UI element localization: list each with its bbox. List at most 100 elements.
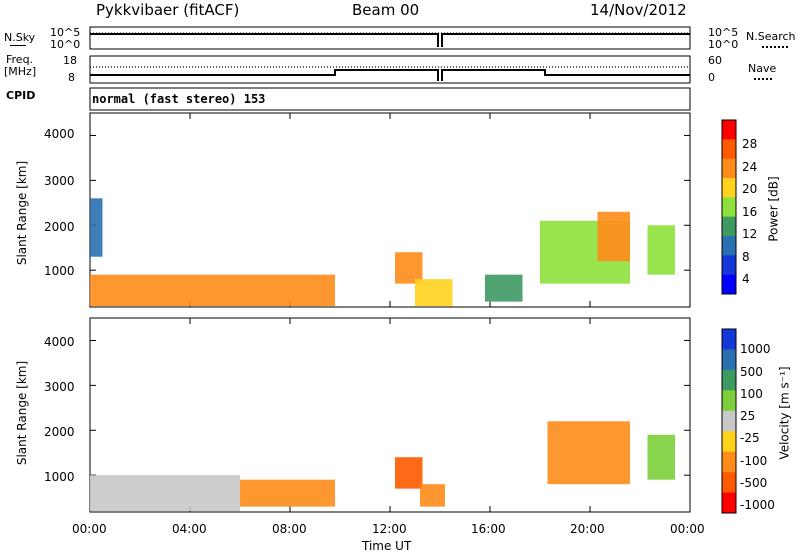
vel-cb-band-1 bbox=[722, 349, 736, 371]
power-cb-tick-4: 4 bbox=[742, 272, 750, 286]
power-cb-tick-24: 24 bbox=[742, 160, 758, 174]
power-cb-band-0 bbox=[722, 120, 736, 140]
nsky-series-line bbox=[90, 33, 690, 47]
power-cb-tick-12: 12 bbox=[742, 227, 758, 241]
nsky-strip bbox=[89, 26, 691, 50]
power-region-3 bbox=[415, 279, 453, 307]
power-ytick-2000: 2000 bbox=[44, 220, 75, 234]
nsearch-legend-line bbox=[762, 46, 788, 48]
power-cb-band-5 bbox=[722, 216, 736, 237]
velocity-colorbar bbox=[721, 328, 737, 514]
power-cb-tick-28: 28 bbox=[742, 137, 758, 151]
nsky-label: N.Sky bbox=[4, 31, 36, 44]
vel-ytick-1000: 1000 bbox=[44, 470, 75, 484]
nsearch-label: N.Search bbox=[746, 30, 796, 43]
vel-ytick-3000: 3000 bbox=[44, 380, 75, 394]
power-cb-band-8 bbox=[722, 274, 736, 295]
xtick-0000: 00:00 bbox=[72, 522, 107, 536]
vel-cb-band-6 bbox=[722, 451, 736, 473]
nsky-strip-frame bbox=[89, 26, 691, 50]
freq-tick-bottom: 8 bbox=[68, 71, 75, 84]
nsearch-tick-top: 10^5 bbox=[708, 26, 739, 39]
nave-tick-bottom: 0 bbox=[708, 71, 715, 84]
xtick-1600: 16:00 bbox=[471, 522, 506, 536]
vel-ylabel: Slant Range [km] bbox=[15, 360, 30, 466]
power-cb-label: Power [dB] bbox=[766, 176, 781, 242]
vel-cb-band-0 bbox=[722, 329, 736, 350]
power-cb-tick-20: 20 bbox=[742, 182, 758, 196]
nsky-tick-bottom: 10^0 bbox=[50, 38, 81, 51]
power-cb-tick-16: 16 bbox=[742, 205, 758, 219]
power-cb-band-2 bbox=[722, 158, 736, 179]
vel-region-5 bbox=[647, 434, 675, 480]
vel-region-2 bbox=[395, 457, 423, 489]
cpid-text: normal (fast stereo) 153 bbox=[92, 92, 266, 106]
freq-tick-top: 18 bbox=[63, 54, 77, 67]
power-region-6 bbox=[597, 211, 630, 262]
station-title: Pykkvibaer (fitACF) bbox=[96, 1, 240, 19]
power-ytick-4000: 4000 bbox=[44, 127, 75, 141]
freq-strip bbox=[89, 55, 691, 84]
power-cb-band-4 bbox=[722, 197, 736, 218]
power-panel bbox=[89, 112, 691, 308]
power-region-1 bbox=[90, 198, 103, 257]
vel-cb-tick-25: 25 bbox=[740, 409, 756, 423]
xlabel: Time UT bbox=[362, 539, 412, 553]
power-colorbar bbox=[721, 119, 737, 295]
power-region-7 bbox=[647, 225, 675, 275]
cpid-label: CPID bbox=[6, 89, 36, 102]
vel-cb-tick-neg25: -25 bbox=[740, 431, 760, 445]
power-cb-band-6 bbox=[722, 236, 736, 256]
xtick-2000: 20:00 bbox=[570, 522, 605, 536]
vel-cb-tick-neg500: -500 bbox=[740, 476, 768, 490]
power-cb-frame bbox=[721, 119, 737, 295]
freq-label: Freq. bbox=[6, 53, 34, 66]
vel-cb-label: Velocity [m s⁻¹] bbox=[777, 366, 792, 460]
vel-region-0 bbox=[90, 475, 240, 512]
freq-strip-frame bbox=[89, 55, 691, 84]
vel-cb-frame bbox=[721, 328, 737, 514]
vel-region-1 bbox=[240, 479, 335, 507]
power-region-0 bbox=[90, 274, 335, 307]
vel-cb-tick-100: 100 bbox=[740, 387, 763, 401]
xtick-1200: 12:00 bbox=[372, 522, 407, 536]
vel-cb-band-7 bbox=[722, 472, 736, 494]
vel-cb-band-3 bbox=[722, 390, 736, 412]
beam-title: Beam 00 bbox=[352, 1, 420, 19]
power-region-4 bbox=[485, 274, 523, 302]
nsky-tick-top: 10^5 bbox=[50, 26, 81, 39]
power-ylabel: Slant Range [km] bbox=[15, 160, 30, 266]
vel-cb-tick-500: 500 bbox=[740, 365, 763, 379]
power-cb-band-1 bbox=[722, 139, 736, 160]
vel-cb-tick-1000: 1000 bbox=[740, 342, 771, 356]
power-cb-band-7 bbox=[722, 255, 736, 276]
power-region-2 bbox=[395, 252, 423, 284]
xtick-0400: 04:00 bbox=[172, 522, 207, 536]
velocity-panel bbox=[89, 317, 691, 513]
power-cb-band-3 bbox=[722, 178, 736, 198]
vel-ytick-4000: 4000 bbox=[44, 335, 75, 349]
vel-cb-band-5 bbox=[722, 431, 736, 453]
cpid-strip bbox=[89, 87, 691, 111]
vel-cb-band-2 bbox=[722, 369, 736, 391]
vel-cb-tick-neg100: -100 bbox=[740, 454, 768, 468]
nave-tick-top: 60 bbox=[708, 54, 722, 67]
vel-region-4 bbox=[547, 421, 630, 485]
power-ytick-1000: 1000 bbox=[44, 264, 75, 278]
vel-cb-band-8 bbox=[722, 492, 736, 514]
vel-region-3 bbox=[420, 484, 445, 507]
nsearch-tick-bottom: 10^0 bbox=[708, 38, 739, 51]
power-ytick-3000: 3000 bbox=[44, 174, 75, 188]
vel-cb-tick-neg1000: -1000 bbox=[740, 498, 775, 512]
cpid-strip-frame bbox=[89, 87, 691, 111]
vel-cb-band-4 bbox=[722, 410, 736, 432]
freq-unit-label: [MHz] bbox=[4, 65, 37, 78]
nave-legend-line bbox=[754, 78, 772, 80]
vel-ytick-2000: 2000 bbox=[44, 425, 75, 439]
nsky-legend-line bbox=[10, 45, 26, 46]
power-cb-tick-8: 8 bbox=[742, 250, 750, 264]
xtick-2400: 00:00 bbox=[670, 522, 705, 536]
xtick-0800: 08:00 bbox=[272, 522, 307, 536]
date-title: 14/Nov/2012 bbox=[590, 1, 687, 19]
